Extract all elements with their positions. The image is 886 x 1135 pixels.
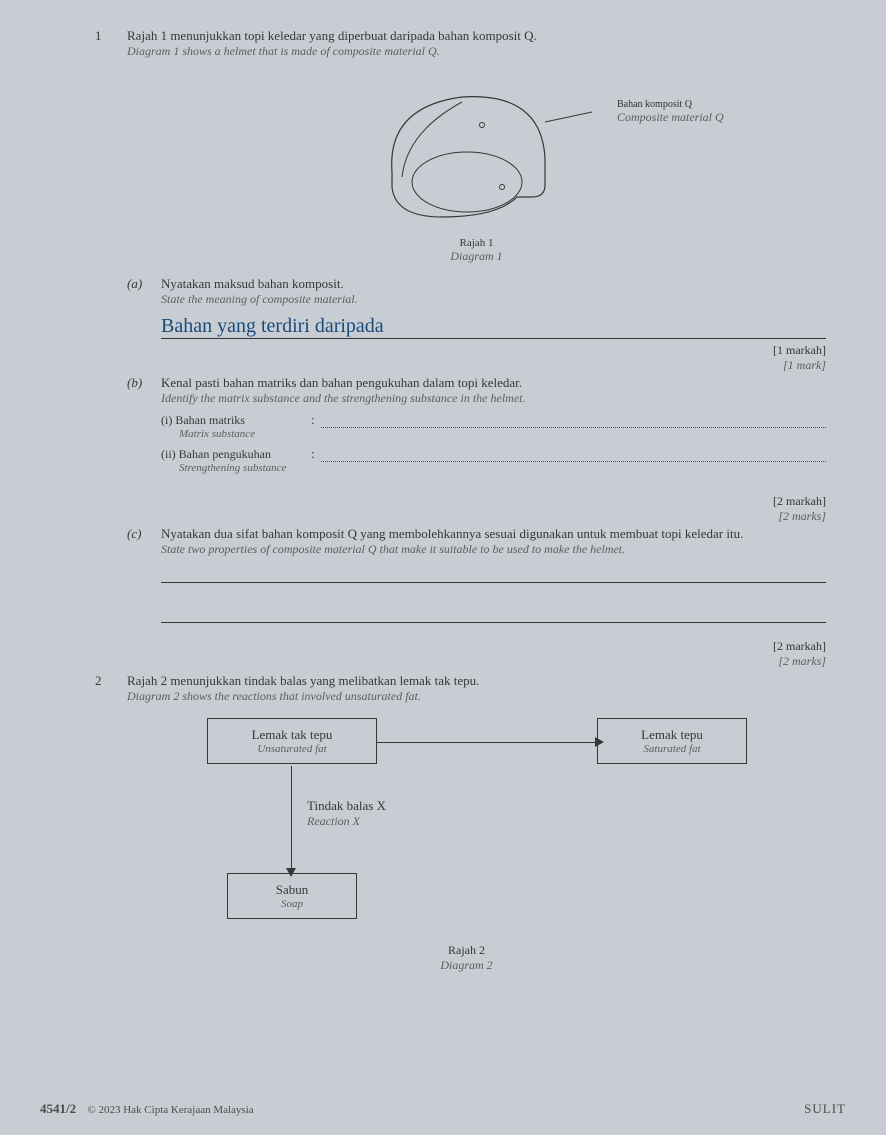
q1b-text-en: Identify the matrix substance and the st… [161, 391, 826, 406]
q1c: (c) Nyatakan dua sifat bahan komposit Q … [127, 526, 826, 669]
q1a: (a) Nyatakan maksud bahan komposit. Stat… [127, 276, 826, 373]
question-1: 1 Rajah 1 menunjukkan topi keledar yang … [95, 28, 826, 669]
diagram-2-caption: Rajah 2 Diagram 2 [167, 943, 766, 973]
confidential-label: SULIT [804, 1101, 846, 1117]
q1b-text-ms: Kenal pasti bahan matriks dan bahan peng… [161, 375, 826, 391]
paper-code: 4541/2 [40, 1101, 76, 1116]
q1b-marks: [2 markah] [2 marks] [161, 494, 826, 524]
answer-line [321, 414, 826, 428]
answer-line [161, 601, 826, 623]
page-footer: 4541/2 © 2023 Hak Cipta Kerajaan Malaysi… [40, 1101, 846, 1117]
q1a-text-ms: Nyatakan maksud bahan komposit. [161, 276, 826, 292]
q1-number: 1 [95, 28, 113, 669]
copyright: © 2023 Hak Cipta Kerajaan Malaysia [87, 1104, 253, 1116]
q1b-ii: (ii) Bahan pengukuhan : [161, 446, 826, 462]
answer-line [161, 561, 826, 583]
helmet-icon [347, 77, 607, 227]
arrowhead-icon [595, 737, 604, 747]
q1c-text-ms: Nyatakan dua sifat bahan komposit Q yang… [161, 526, 826, 542]
flowchart: Lemak tak tepu Unsaturated fat Lemak tep… [167, 718, 826, 978]
q1b-letter: (b) [127, 375, 151, 524]
arrow-down [291, 766, 292, 873]
q2-number: 2 [95, 673, 113, 978]
q1c-text-en: State two properties of composite materi… [161, 542, 826, 557]
reaction-x-label: Tindak balas X Reaction X [307, 798, 386, 829]
helmet-diagram: Bahan komposit Q Composite material Q Ra… [127, 77, 826, 264]
q1a-marks: [1 markah] [1 mark] [161, 343, 826, 373]
box-saturated-fat: Lemak tepu Saturated fat [597, 718, 747, 764]
q1-text-ms: Rajah 1 menunjukkan topi keledar yang di… [127, 28, 826, 44]
q2-text-ms: Rajah 2 menunjukkan tindak balas yang me… [127, 673, 826, 689]
answer-line [321, 448, 826, 462]
box-unsaturated-fat: Lemak tak tepu Unsaturated fat [207, 718, 377, 764]
diagram-1-caption: Rajah 1 Diagram 1 [127, 237, 826, 264]
q1a-text-en: State the meaning of composite material. [161, 292, 826, 307]
q1b-i: (i) Bahan matriks : [161, 412, 826, 428]
arrowhead-icon [286, 868, 296, 877]
helmet-label: Bahan komposit Q Composite material Q [617, 99, 724, 125]
q1a-letter: (a) [127, 276, 151, 373]
q1c-letter: (c) [127, 526, 151, 669]
q1-text-en: Diagram 1 shows a helmet that is made of… [127, 44, 826, 59]
q1b: (b) Kenal pasti bahan matriks dan bahan … [127, 375, 826, 524]
arrow-right [377, 742, 597, 743]
question-2: 2 Rajah 2 menunjukkan tindak balas yang … [95, 673, 826, 978]
q1a-answer: Bahan yang terdiri daripada [161, 315, 826, 339]
box-soap: Sabun Soap [227, 873, 357, 919]
q1c-marks: [2 markah] [2 marks] [161, 639, 826, 669]
q2-text-en: Diagram 2 shows the reactions that invol… [127, 689, 826, 704]
